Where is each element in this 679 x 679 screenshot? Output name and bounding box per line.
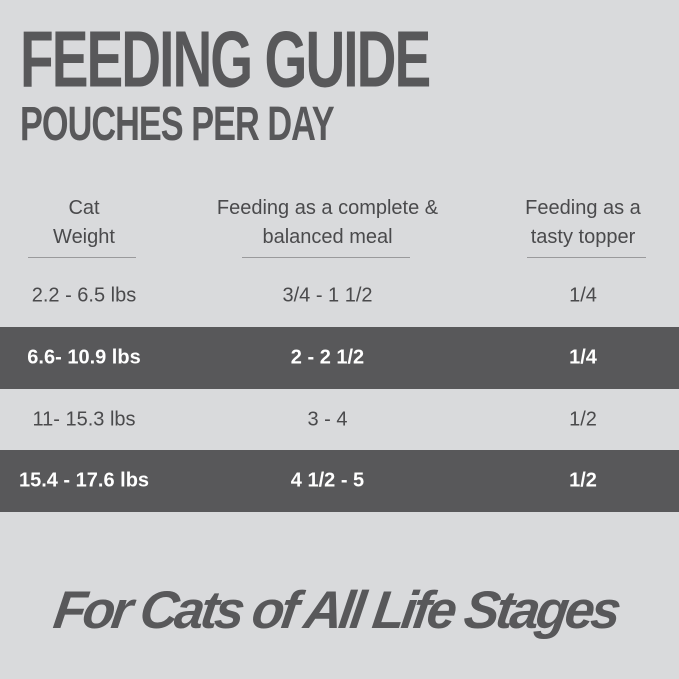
svg-text:For Cats of All Life Stages: For Cats of All Life Stages xyxy=(50,581,623,640)
